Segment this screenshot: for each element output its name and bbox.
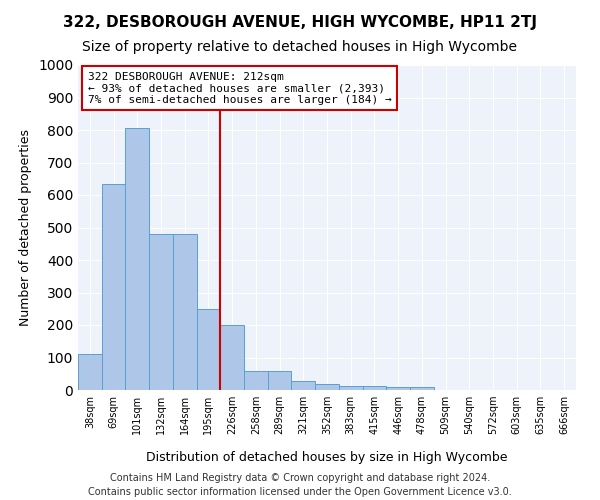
Bar (386, 387, 410, 390)
Bar (339, 386, 362, 390)
Bar (78, 354, 102, 390)
Bar (149, 234, 173, 390)
Bar (292, 381, 315, 390)
Bar (102, 184, 125, 390)
Text: 322, DESBOROUGH AVENUE, HIGH WYCOMBE, HP11 2TJ: 322, DESBOROUGH AVENUE, HIGH WYCOMBE, HP… (63, 15, 537, 30)
Y-axis label: Number of detached properties: Number of detached properties (19, 129, 32, 326)
Text: 322 DESBOROUGH AVENUE: 212sqm
← 93% of detached houses are smaller (2,393)
7% of: 322 DESBOROUGH AVENUE: 212sqm ← 93% of d… (88, 72, 392, 104)
Bar (197, 308, 220, 390)
Text: Contains public sector information licensed under the Open Government Licence v3: Contains public sector information licen… (88, 487, 512, 497)
Bar (410, 387, 434, 390)
Bar (244, 370, 268, 390)
Bar (315, 384, 339, 390)
Bar (220, 325, 244, 390)
Bar (362, 386, 386, 390)
Bar (268, 370, 292, 390)
Text: Size of property relative to detached houses in High Wycombe: Size of property relative to detached ho… (83, 40, 517, 54)
Bar (173, 234, 197, 390)
Text: Contains HM Land Registry data © Crown copyright and database right 2024.: Contains HM Land Registry data © Crown c… (110, 473, 490, 483)
Text: Distribution of detached houses by size in High Wycombe: Distribution of detached houses by size … (146, 451, 508, 464)
Bar (125, 128, 149, 390)
